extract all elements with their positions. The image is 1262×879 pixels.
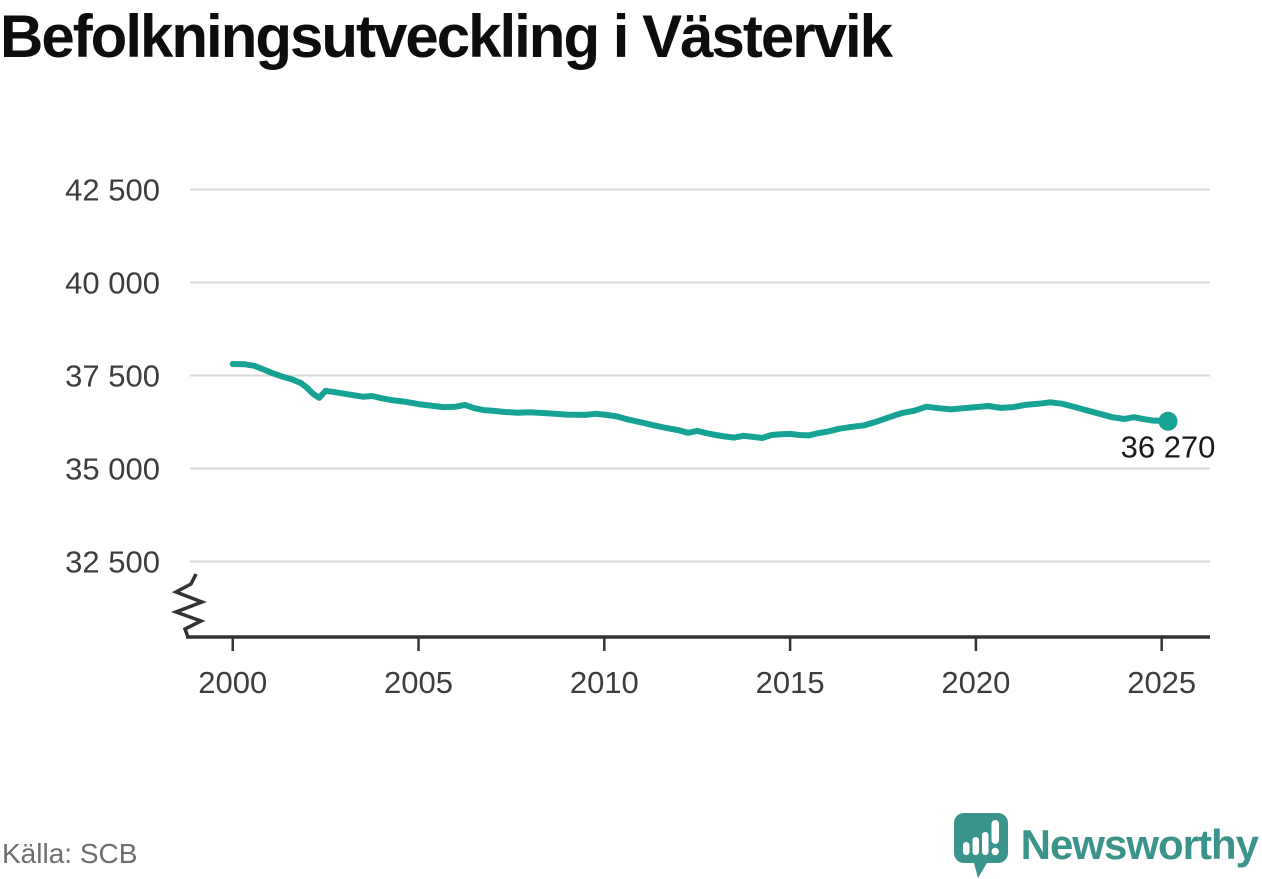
x-tick-label: 2025 [1127,665,1196,700]
bar-large [981,832,989,855]
x-tick-label: 2000 [198,665,267,700]
exclamation-dot [991,847,999,856]
exclamation-bar [991,820,999,844]
series-line [229,361,1171,441]
y-tick-labels: 42 500 40 000 37 500 35 000 32 500 [65,173,160,580]
endpoint-dot [1158,411,1178,431]
x-tick-label: 2010 [570,665,639,700]
y-tick-label: 35 000 [65,452,160,487]
y-gridlines [190,188,1210,563]
y-tick-label: 42 500 [65,173,160,208]
x-tick-label: 2005 [384,665,453,700]
y-tick-label: 37 500 [65,359,160,394]
axis-break-zigzag [170,573,207,638]
x-tick-labels: 2000 2005 2010 2015 2020 2025 [198,665,1196,700]
bar-medium [972,837,979,855]
latest-value-dot [1158,411,1178,431]
brand-name: Newsworthy [1020,821,1259,868]
bar-small [962,842,970,855]
y-tick-label: 40 000 [65,266,160,301]
endpoint-value-label: 36 270 [1121,429,1216,464]
axis-break-icon [170,573,207,638]
x-axis [186,635,1210,651]
newsworthy-bubble-chart-icon [953,812,1009,878]
x-tick-label: 2020 [941,665,1010,700]
speech-bubble-shape [953,813,1008,878]
brand-logo: Newsworthy [953,812,1259,878]
population-series-path [229,361,1171,441]
page-title: Befolkningsutveckling i Västervik [0,3,893,70]
x-tick-label: 2015 [756,665,825,700]
latest-value-text: 36 270 [1121,429,1216,464]
source-label: Källa: SCB [2,838,138,869]
y-tick-label: 32 500 [65,545,160,580]
